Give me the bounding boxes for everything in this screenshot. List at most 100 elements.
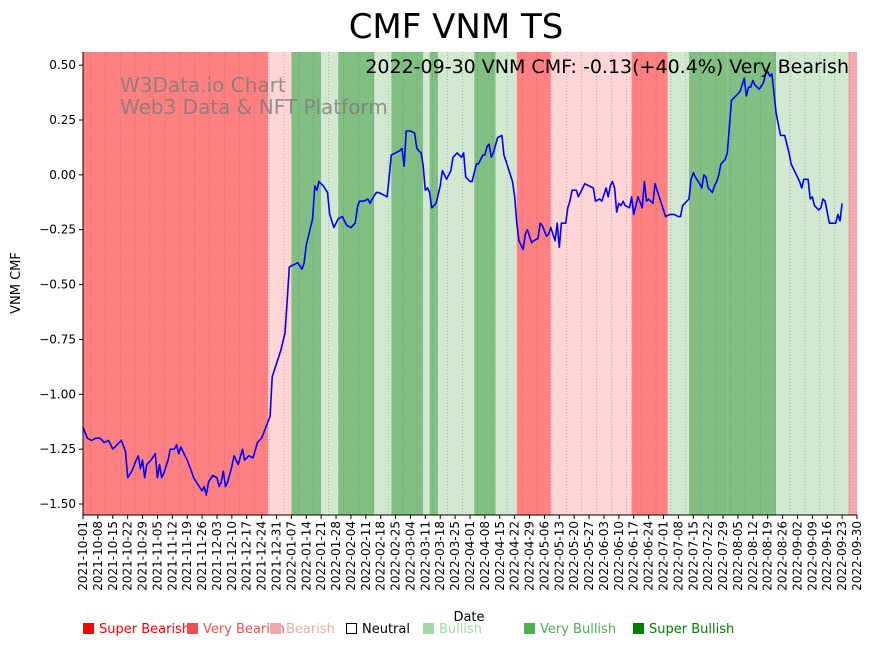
sentiment-band-2 [291, 52, 322, 515]
x-tick-label: 2022-03-04 [404, 521, 418, 591]
legend-label: Super Bullish [649, 622, 734, 637]
legend-label: Bearish [286, 622, 335, 637]
x-axis-ticks: 2021-10-01 2021-10-08 2021-10-15 2021-10-22… [76, 515, 864, 591]
x-tick-label: 2022-09-09 [805, 521, 819, 591]
x-tick-label: 2022-02-11 [359, 521, 373, 591]
x-tick-label: 2022-06-03 [597, 521, 611, 591]
x-tick-label: 2022-07-29 [716, 521, 730, 591]
sentiment-band-1 [267, 52, 292, 515]
x-axis-label: Date [453, 610, 484, 625]
sentiment-band-15 [631, 52, 668, 515]
y-tick-label: 0.00 [49, 168, 76, 182]
sentiment-band-13 [550, 52, 609, 515]
x-tick-label: 2022-05-20 [567, 521, 581, 591]
x-tick-label: 2022-09-23 [835, 521, 849, 591]
x-tick-label: 2022-02-18 [374, 521, 388, 591]
sentiment-band-6 [391, 52, 424, 515]
x-tick-label: 2022-03-18 [433, 521, 447, 591]
x-tick-label: 2022-04-01 [463, 521, 477, 591]
y-tick-label: −0.50 [39, 278, 76, 292]
sentiment-band-14 [608, 52, 632, 515]
chart-subtitle: 2022-09-30 VNM CMF: -0.13(+40.4%) Very B… [365, 56, 849, 78]
x-tick-label: 2021-11-19 [180, 521, 194, 591]
sentiment-band-12 [516, 52, 551, 515]
legend-swatch [633, 623, 644, 634]
x-tick-label: 2022-01-14 [299, 521, 313, 591]
x-tick-label: 2021-10-08 [91, 521, 105, 591]
x-tick-label: 2022-06-17 [627, 521, 641, 591]
legend-swatch [187, 623, 198, 634]
x-tick-label: 2022-01-07 [284, 521, 298, 591]
legend-swatch [423, 623, 434, 634]
x-tick-label: 2022-08-05 [731, 521, 745, 591]
x-tick-label: 2022-04-15 [493, 521, 507, 591]
legend-swatch [524, 623, 535, 634]
x-tick-label: 2021-10-22 [121, 521, 135, 591]
legend: Super Bearish Very Bearish Bearish Neutral B… [83, 622, 734, 637]
sentiment-band-5 [374, 52, 392, 515]
x-tick-label: 2022-06-24 [642, 521, 656, 591]
y-tick-label: −1.50 [39, 497, 76, 511]
sentiment-band-3 [321, 52, 339, 515]
y-axis-ticks: 0.50 0.25 0.00 −0.25 −0.50 −0.75 −1.00 −1.25 −1.… [39, 58, 83, 511]
y-tick-label: −0.25 [39, 223, 76, 237]
x-tick-label: 2021-12-17 [240, 521, 254, 591]
x-tick-label: 2022-04-29 [523, 521, 537, 591]
sentiment-band-4 [338, 52, 375, 515]
x-tick-label: 2022-02-04 [344, 521, 358, 591]
y-tick-label: −1.00 [39, 387, 76, 401]
sentiment-band-16 [667, 52, 690, 515]
x-tick-label: 2021-11-12 [165, 521, 179, 591]
cmf-series-line [82, 70, 843, 497]
x-tick-label: 2022-07-22 [701, 521, 715, 591]
chart-title: CMF VNM TS [349, 7, 564, 47]
x-tick-label: 2022-04-08 [478, 521, 492, 591]
sentiment-band-21 [848, 52, 857, 515]
x-tick-label: 2022-08-12 [746, 521, 760, 591]
x-tick-label: 2021-10-29 [136, 521, 150, 591]
legend-label: Very Bearish [203, 622, 285, 637]
sentiment-bands [83, 52, 857, 515]
x-tick-label: 2022-09-02 [791, 521, 805, 591]
x-tick-label: 2022-02-25 [389, 521, 403, 591]
sentiment-band-18 [727, 52, 747, 515]
legend-swatch [270, 623, 281, 634]
y-tick-label: −1.25 [39, 442, 76, 456]
y-tick-label: −0.75 [39, 332, 76, 346]
x-tick-label: 2022-05-06 [537, 521, 551, 591]
x-tick-label: 2022-05-13 [552, 521, 566, 591]
x-tick-label: 2022-01-21 [314, 521, 328, 591]
y-tick-label: 0.50 [49, 58, 76, 72]
x-tick-label: 2021-11-05 [150, 521, 164, 591]
x-tick-label: 2022-01-28 [329, 521, 343, 591]
x-tick-label: 2022-05-27 [582, 521, 596, 591]
x-tick-label: 2022-09-30 [850, 521, 864, 591]
y-tick-label: 0.25 [49, 113, 76, 127]
y-axis-label: VNM CMF [9, 252, 24, 314]
watermark-line-2: Web3 Data & NFT Platform [120, 95, 388, 119]
sentiment-band-0 [83, 52, 268, 515]
watermark-line-1: W3Data.io Chart [120, 73, 286, 97]
x-tick-label: 2021-12-10 [225, 521, 239, 591]
sentiment-band-11 [495, 52, 517, 515]
x-tick-label: 2022-08-26 [776, 521, 790, 591]
x-tick-label: 2021-12-24 [255, 521, 269, 591]
x-tick-label: 2022-06-10 [612, 521, 626, 591]
x-tick-label: 2021-11-26 [195, 521, 209, 591]
legend-label: Very Bullish [540, 622, 616, 637]
legend-label: Neutral [362, 622, 410, 637]
x-tick-label: 2021-12-31 [270, 521, 284, 591]
sentiment-band-10 [474, 52, 496, 515]
x-tick-label: 2022-03-11 [418, 521, 432, 591]
legend-label: Super Bearish [99, 622, 190, 637]
x-tick-label: 2022-07-01 [657, 521, 671, 591]
x-tick-label: 2022-08-19 [761, 521, 775, 591]
x-tick-label: 2021-12-03 [210, 521, 224, 591]
sentiment-band-20 [776, 52, 849, 515]
x-tick-label: 2022-07-08 [671, 521, 685, 591]
x-tick-label: 2022-07-15 [686, 521, 700, 591]
vertical-gridlines [90, 52, 850, 515]
sentiment-band-17 [689, 52, 728, 515]
legend-label: Bullish [439, 622, 482, 637]
